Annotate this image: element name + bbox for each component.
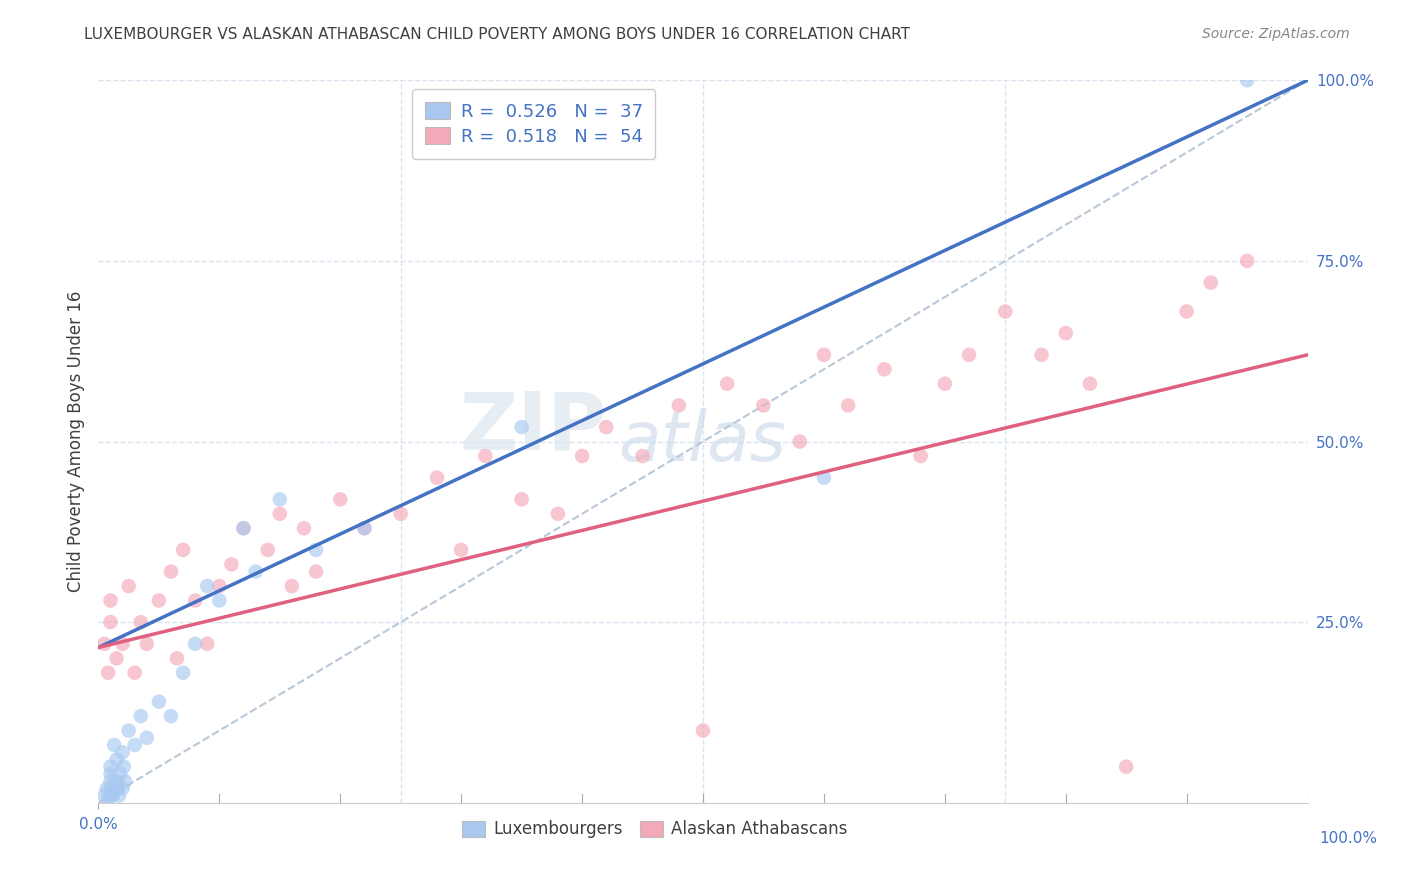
Point: [716, 376, 738, 391]
Point: [195, 579, 218, 593]
Point: [305, 565, 328, 579]
Point: [100, 781, 122, 796]
Point: [1199, 276, 1222, 290]
Point: [269, 507, 291, 521]
Point: [166, 651, 188, 665]
Point: [837, 398, 859, 412]
Point: [292, 521, 315, 535]
Point: [148, 593, 170, 607]
Point: [172, 665, 194, 680]
Point: [195, 637, 218, 651]
Point: [595, 420, 617, 434]
Point: [353, 521, 375, 535]
Point: [118, 723, 141, 738]
Point: [148, 695, 170, 709]
Text: Source: ZipAtlas.com: Source: ZipAtlas.com: [1202, 27, 1350, 41]
Point: [571, 449, 593, 463]
Point: [124, 738, 146, 752]
Point: [118, 579, 141, 593]
Point: [813, 348, 835, 362]
Point: [1236, 73, 1258, 87]
Point: [100, 774, 122, 789]
Point: [100, 593, 122, 607]
Point: [111, 745, 134, 759]
Point: [111, 781, 134, 796]
Point: [510, 492, 533, 507]
Point: [100, 789, 122, 803]
Point: [510, 420, 533, 434]
Point: [1078, 376, 1101, 391]
Point: [474, 449, 496, 463]
Point: [813, 470, 835, 484]
Point: [1054, 326, 1077, 340]
Legend: Luxembourgers, Alaskan Athabascans: Luxembourgers, Alaskan Athabascans: [456, 814, 855, 845]
Point: [93, 789, 115, 803]
Point: [105, 651, 128, 665]
Point: [135, 637, 157, 651]
Point: [129, 615, 152, 630]
Point: [281, 579, 304, 593]
Point: [232, 521, 254, 535]
Text: LUXEMBOURGER VS ALASKAN ATHABASCAN CHILD POVERTY AMONG BOYS UNDER 16 CORRELATION: LUXEMBOURGER VS ALASKAN ATHABASCAN CHILD…: [84, 27, 910, 42]
Point: [103, 738, 125, 752]
Point: [450, 542, 472, 557]
Point: [97, 665, 120, 680]
Text: ZIP: ZIP: [458, 388, 606, 467]
Point: [112, 760, 135, 774]
Point: [994, 304, 1017, 318]
Point: [221, 558, 243, 572]
Point: [1115, 760, 1137, 774]
Point: [789, 434, 811, 449]
Point: [1031, 348, 1053, 362]
Point: [96, 781, 118, 796]
Point: [208, 593, 231, 607]
Point: [1236, 253, 1258, 268]
Text: 100.0%: 100.0%: [1320, 830, 1378, 846]
Point: [957, 348, 980, 362]
Point: [232, 521, 254, 535]
Point: [97, 792, 120, 806]
Point: [111, 637, 134, 651]
Point: [105, 774, 128, 789]
Point: [305, 542, 328, 557]
Point: [245, 565, 267, 579]
Point: [135, 731, 157, 745]
Point: [389, 507, 412, 521]
Point: [269, 492, 291, 507]
Point: [160, 709, 183, 723]
Point: [329, 492, 352, 507]
Y-axis label: Child Poverty Among Boys Under 16: Child Poverty Among Boys Under 16: [66, 291, 84, 592]
Point: [547, 507, 569, 521]
Point: [752, 398, 775, 412]
Point: [172, 542, 194, 557]
Text: atlas: atlas: [619, 408, 786, 475]
Point: [668, 398, 690, 412]
Point: [256, 542, 278, 557]
Point: [910, 449, 932, 463]
Point: [129, 709, 152, 723]
Point: [184, 593, 207, 607]
Point: [114, 774, 136, 789]
Point: [93, 637, 115, 651]
Point: [934, 376, 956, 391]
Point: [873, 362, 896, 376]
Point: [160, 565, 183, 579]
Point: [184, 637, 207, 651]
Point: [353, 521, 375, 535]
Point: [108, 789, 131, 803]
Point: [1175, 304, 1198, 318]
Point: [426, 470, 449, 484]
Point: [107, 781, 129, 796]
Point: [108, 767, 131, 781]
Point: [124, 665, 146, 680]
Point: [100, 760, 122, 774]
Point: [631, 449, 654, 463]
Point: [692, 723, 714, 738]
Point: [105, 752, 128, 766]
Point: [100, 615, 122, 630]
Point: [208, 579, 231, 593]
Point: [101, 789, 124, 803]
Point: [100, 767, 122, 781]
